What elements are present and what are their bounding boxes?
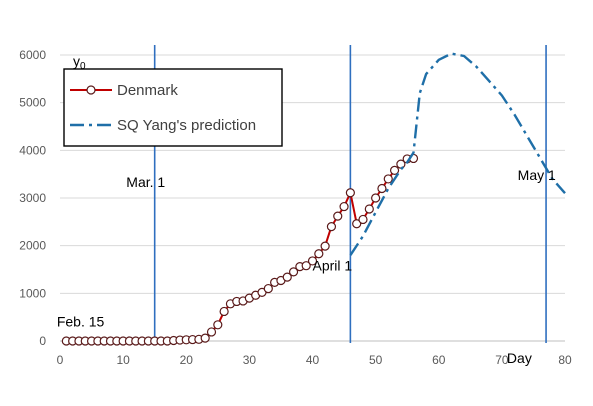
x-tick-label-20: 20 (180, 353, 194, 367)
annotation-0: Feb. 15 (57, 314, 105, 330)
data-point-denmark-43 (326, 222, 337, 232)
series (61, 52, 566, 346)
data-point-denmark-36 (282, 272, 292, 282)
data-point-denmark-23 (200, 333, 210, 343)
vertical-marker-label-2: May 1 (518, 167, 556, 183)
data-point-denmark-53 (389, 165, 400, 175)
x-axis-label: Day (507, 350, 532, 366)
data-point-denmark-42 (320, 241, 330, 251)
data-point-denmark-51 (377, 183, 387, 194)
x-tick-label-30: 30 (243, 353, 257, 367)
data-point-denmark-25 (213, 320, 223, 330)
data-point-denmark-47 (352, 219, 362, 229)
data-point-denmark-49 (364, 204, 374, 214)
data-point-denmark-37 (288, 267, 299, 277)
data-point-denmark-44 (333, 211, 343, 221)
data-point-denmark-24 (206, 327, 217, 337)
series-line-denmark (66, 157, 414, 342)
data-point-denmark-33 (263, 283, 273, 294)
x-tick-label-0: 0 (57, 353, 64, 367)
legend: Denmark SQ Yang's prediction (63, 68, 283, 147)
y-tick-label-2000: 2000 (19, 239, 46, 253)
vertical-marker-label-0: Mar. 1 (126, 174, 165, 190)
legend-swatch-denmark-marker (86, 85, 96, 95)
x-tick-label-40: 40 (306, 353, 320, 367)
data-point-denmark-26 (219, 306, 229, 317)
x-tick-label-80: 80 (558, 353, 572, 367)
y-tick-label-3000: 3000 (19, 191, 46, 205)
series-line-prediction (349, 52, 566, 256)
y-axis-label-subscript: 0 (80, 61, 86, 72)
x-tick-label-50: 50 (369, 353, 383, 367)
x-tick-label-70: 70 (495, 353, 509, 367)
y-tick-label-6000: 6000 (19, 48, 46, 62)
data-point-denmark-46 (345, 188, 355, 198)
data-point-denmark-50 (371, 193, 381, 203)
y-tick-label-0: 0 (39, 334, 46, 348)
y-tick-label-4000: 4000 (19, 143, 46, 157)
x-tick-label-60: 60 (432, 353, 446, 367)
legend-label-prediction: SQ Yang's prediction (117, 117, 256, 134)
legend-box (63, 68, 283, 147)
legend-label-denmark: Denmark (117, 82, 178, 99)
data-point-denmark-40 (307, 256, 318, 266)
x-tick-label-10: 10 (116, 353, 130, 367)
data-point-denmark-41 (314, 249, 324, 259)
data-point-denmark-45 (339, 201, 349, 212)
y-tick-label-5000: 5000 (19, 96, 46, 110)
y-tick-label-1000: 1000 (19, 286, 46, 300)
data-point-denmark-48 (358, 214, 368, 225)
data-point-denmark-39 (301, 261, 311, 271)
vertical-marker-label-1: April 1 (313, 257, 353, 273)
data-point-denmark-52 (383, 174, 393, 184)
